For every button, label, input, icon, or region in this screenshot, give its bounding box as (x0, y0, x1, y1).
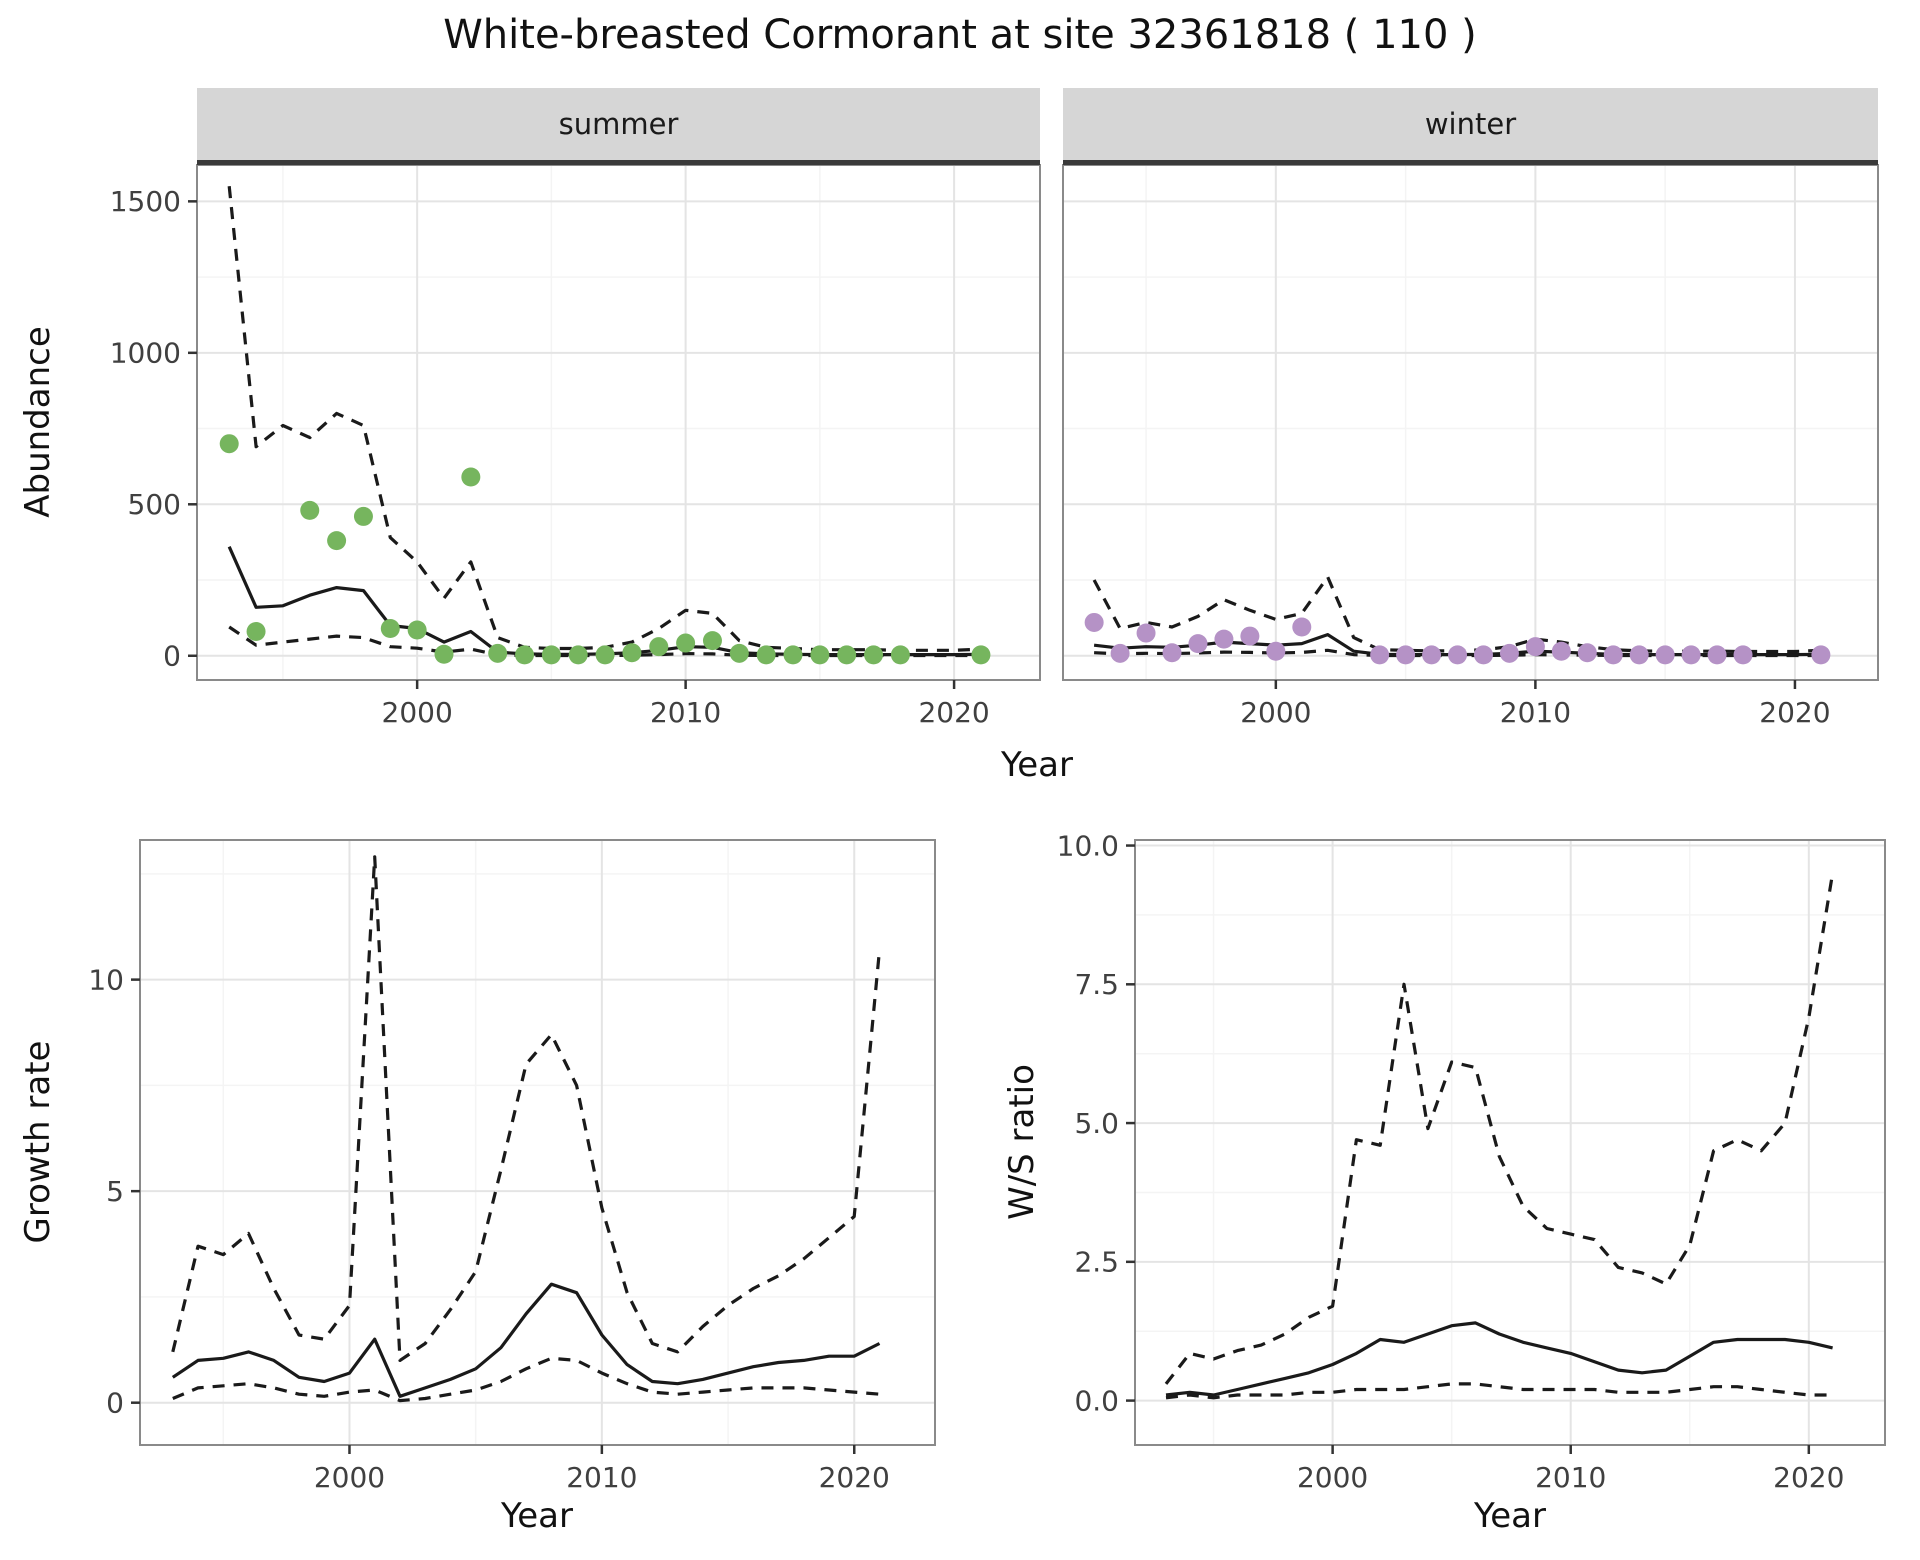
svg-text:500: 500 (128, 488, 181, 521)
svg-text:7.5: 7.5 (1074, 968, 1119, 1001)
svg-text:1500: 1500 (110, 185, 181, 218)
svg-text:10: 10 (88, 963, 124, 996)
svg-text:2000: 2000 (1297, 1461, 1368, 1494)
svg-text:2010: 2010 (650, 696, 721, 729)
svg-text:2000: 2000 (382, 696, 453, 729)
svg-text:0: 0 (106, 1386, 124, 1419)
svg-text:5.0: 5.0 (1074, 1107, 1119, 1140)
y-axis-label-ws-ratio: W/S ratio (1002, 1064, 1042, 1220)
svg-text:2.5: 2.5 (1074, 1246, 1119, 1279)
svg-text:2010: 2010 (1535, 1461, 1606, 1494)
svg-text:5: 5 (106, 1175, 124, 1208)
x-axis-label-year-growth: Year (501, 1496, 573, 1536)
svg-text:2020: 2020 (819, 1461, 890, 1494)
svg-text:2000: 2000 (1240, 696, 1311, 729)
facet-strip-summer: summer (197, 88, 1040, 165)
svg-text:2010: 2010 (566, 1461, 637, 1494)
svg-text:0.0: 0.0 (1074, 1384, 1119, 1417)
figure-title: White-breasted Cormorant at site 3236181… (443, 12, 1477, 58)
y-axis-label-growth-rate: Growth rate (18, 1040, 58, 1244)
svg-text:2020: 2020 (918, 696, 989, 729)
svg-text:2020: 2020 (1759, 696, 1830, 729)
facet-strip-label: summer (558, 107, 679, 141)
svg-text:2020: 2020 (1773, 1461, 1844, 1494)
svg-text:2000: 2000 (314, 1461, 385, 1494)
x-axis-label-year-ws: Year (1474, 1496, 1546, 1536)
svg-text:10.0: 10.0 (1057, 829, 1119, 862)
y-axis-label-abundance: Abundance (18, 326, 58, 518)
svg-text:1000: 1000 (110, 337, 181, 370)
svg-text:2010: 2010 (1500, 696, 1571, 729)
facet-strip-label: winter (1424, 107, 1517, 141)
x-axis-label-year-top: Year (1001, 745, 1073, 785)
facet-strip-winter: winter (1063, 88, 1878, 165)
svg-text:0: 0 (163, 640, 181, 673)
